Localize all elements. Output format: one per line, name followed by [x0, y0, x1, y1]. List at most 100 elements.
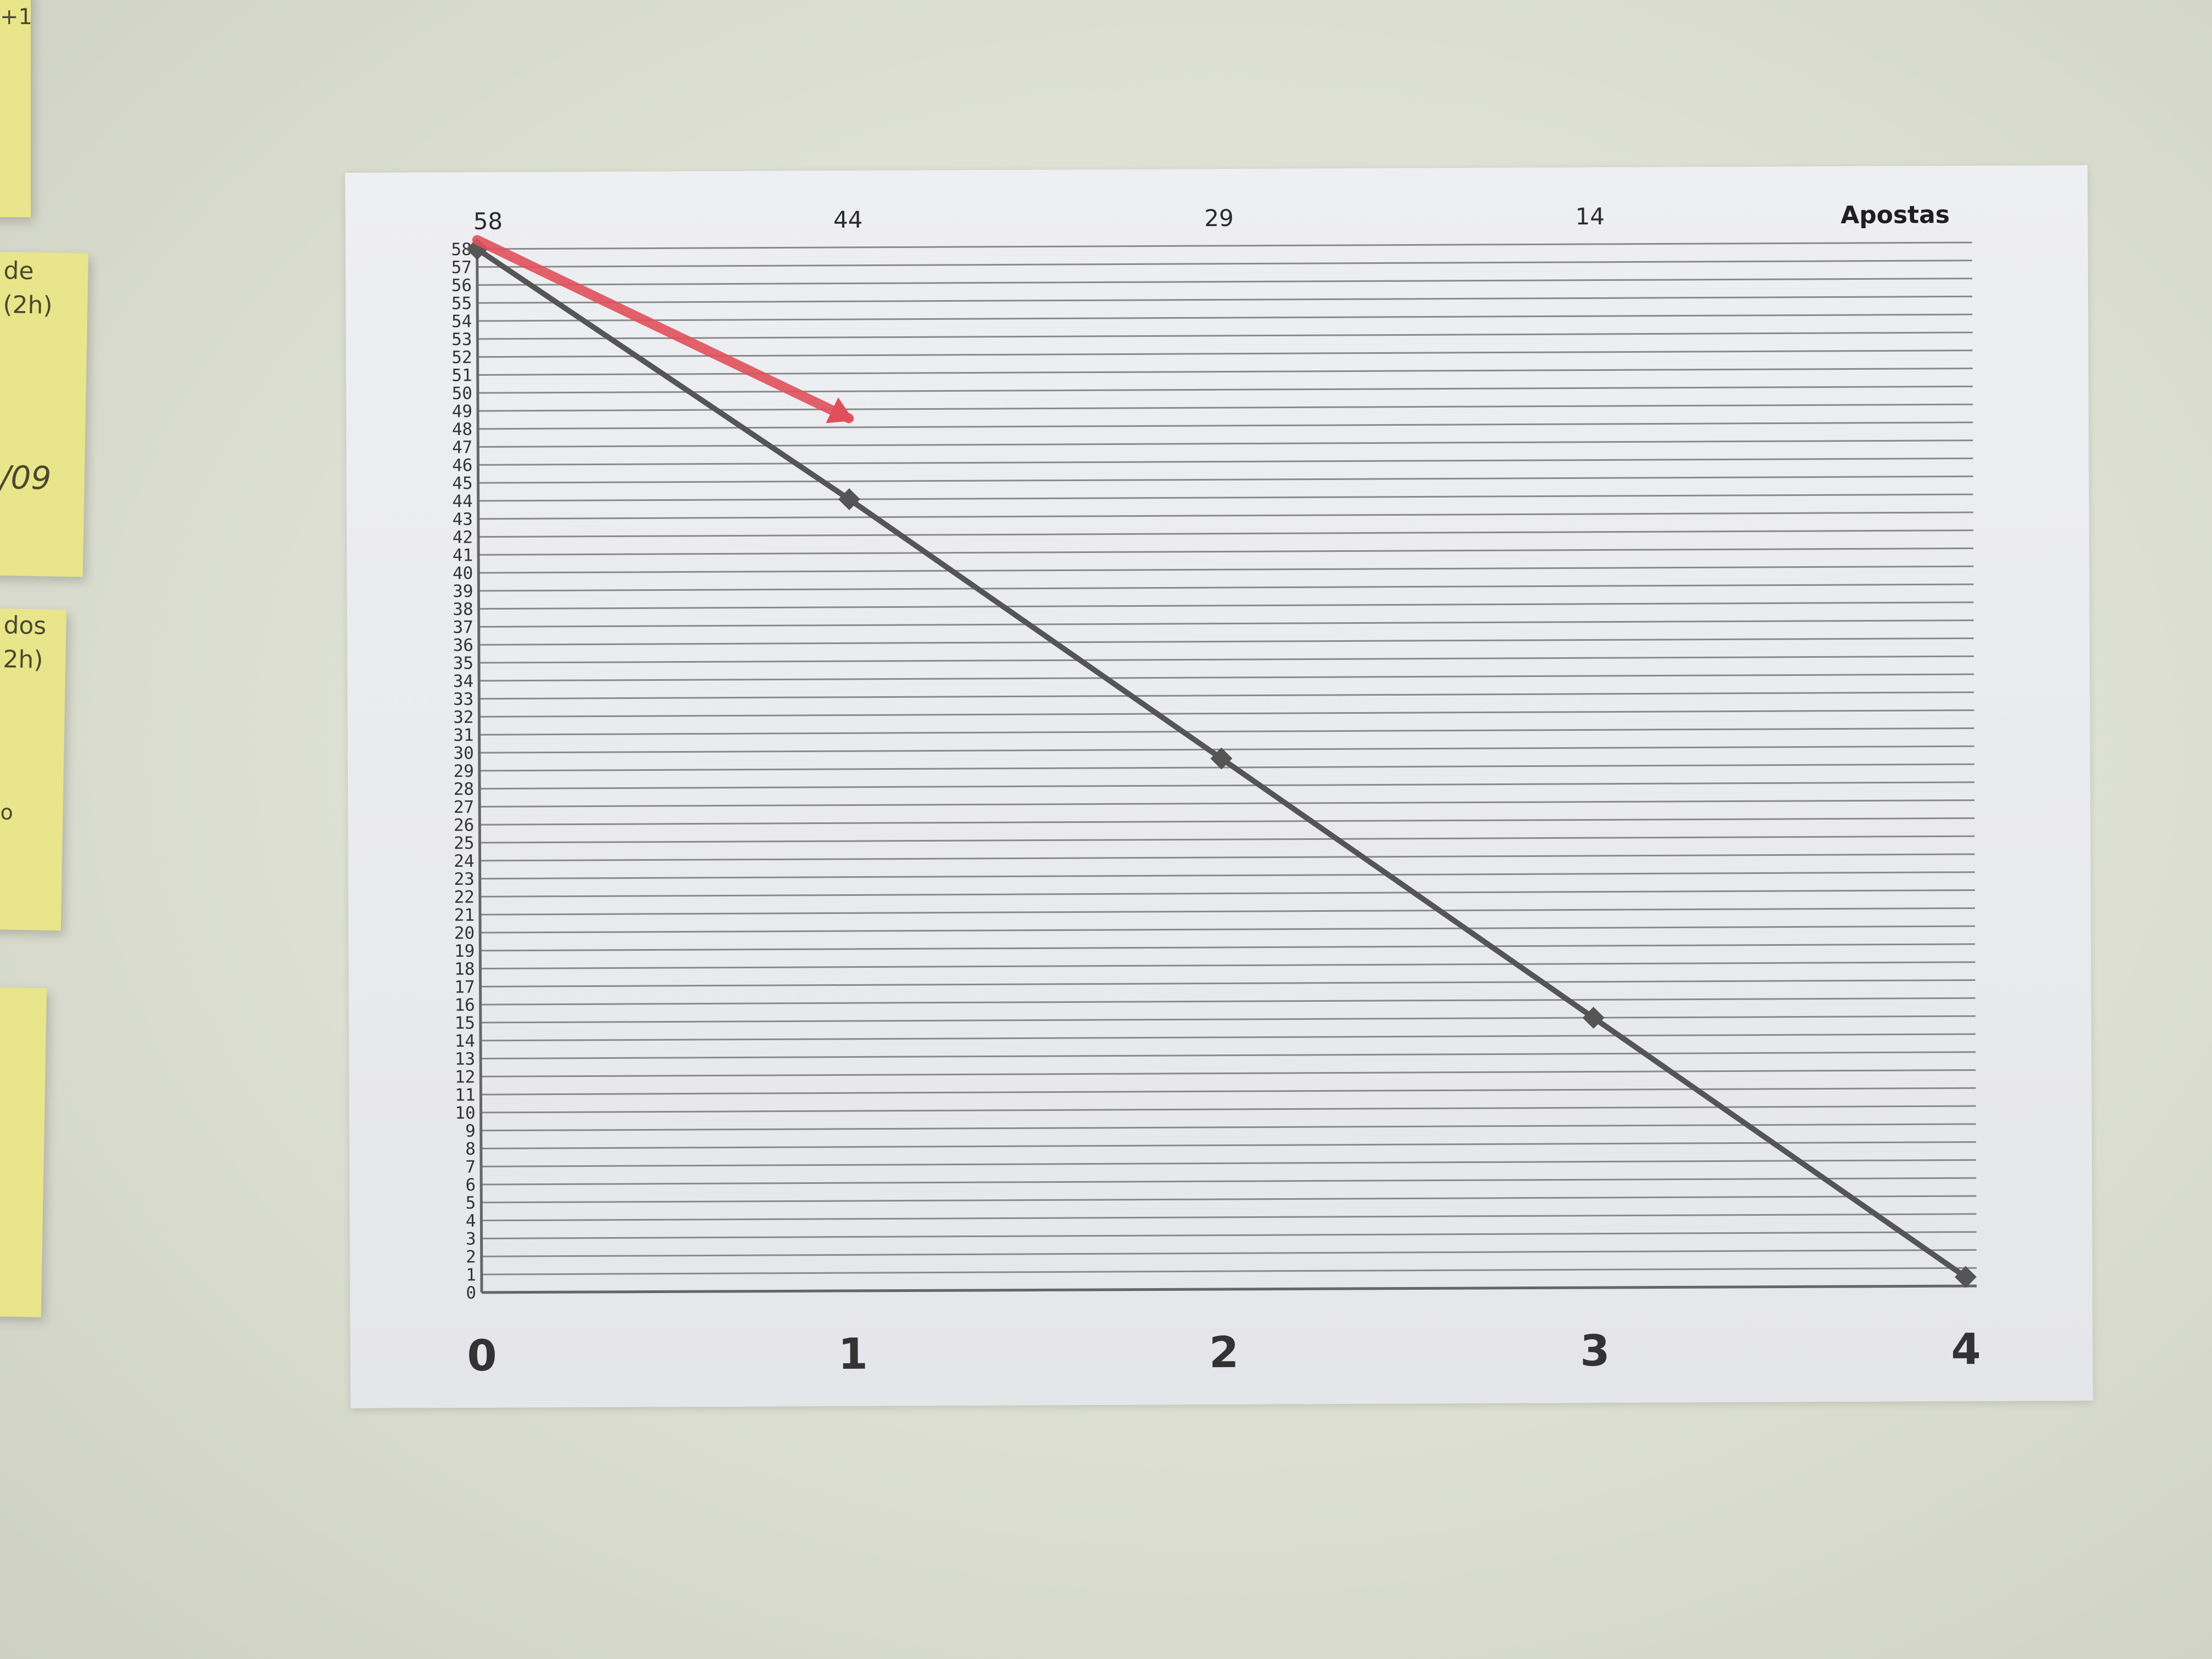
y-tick-label: 33 — [453, 690, 473, 709]
y-tick-label: 25 — [454, 833, 474, 853]
y-tick-label: 51 — [452, 365, 472, 385]
data-point-marker — [1954, 1266, 1977, 1288]
y-tick-label: 54 — [452, 312, 472, 331]
y-tick-label: 6 — [465, 1175, 476, 1195]
y-tick-label: 15 — [454, 1013, 475, 1033]
grid-line — [478, 619, 1974, 628]
grid-line — [478, 547, 1974, 556]
y-tick-label: 0 — [466, 1283, 476, 1303]
y-tick-label: 11 — [455, 1085, 475, 1105]
grid-line — [480, 961, 1976, 970]
sticky-note-text: +1 — [0, 4, 31, 30]
y-tick-label: 13 — [455, 1049, 475, 1069]
y-tick-label: 34 — [453, 672, 473, 691]
y-tick-label: 41 — [453, 545, 473, 565]
grid-line — [478, 458, 1973, 466]
grid-line — [477, 331, 1973, 340]
y-tick-label: 44 — [452, 492, 472, 511]
y-tick-label: 21 — [454, 905, 475, 925]
series-layer — [466, 235, 1977, 1288]
grid-line — [479, 691, 1974, 700]
grid-line — [477, 403, 1973, 412]
grid-line — [478, 529, 1973, 538]
sticky-note-text: /09 — [0, 459, 52, 497]
grid-line — [478, 601, 1974, 610]
y-tick-label: 9 — [465, 1121, 476, 1141]
grid-line — [479, 871, 1975, 880]
y-tick-label: 2 — [466, 1247, 476, 1267]
grid-line — [480, 1015, 1976, 1024]
y-tick-label: 24 — [454, 851, 474, 871]
grid-line — [481, 1087, 1976, 1096]
sticky-note-text: (2h) — [3, 291, 53, 320]
y-tick-label: 18 — [454, 960, 475, 979]
burndown-paper: 0 1 2 3 4 5 6 7 8 9 10 11 12 13 14 15 16 17 18 19 20 21 22 23 24… — [345, 165, 2093, 1408]
x-axis-line — [481, 1284, 1977, 1294]
y-tick-label: 30 — [453, 743, 473, 763]
y-tick-label: 29 — [453, 761, 473, 781]
series-line — [472, 235, 854, 424]
y-tick-label: 42 — [453, 528, 473, 548]
grid-line — [479, 889, 1975, 898]
y-tick-label: 4 — [466, 1211, 476, 1231]
axes — [476, 244, 1977, 1294]
grid-line — [481, 1195, 1977, 1204]
sticky-note-text: de — [3, 257, 34, 286]
grid-line — [481, 1159, 1976, 1167]
y-tick-labels: 0123456789101112131415161718192021222324… — [451, 240, 476, 1303]
grid-line — [478, 493, 1973, 502]
y-tick-label: 55 — [452, 294, 472, 313]
grid-line — [478, 637, 1974, 646]
y-tick-label: 22 — [454, 887, 474, 907]
data-point-marker — [838, 488, 860, 511]
y-tick-label: 39 — [453, 582, 473, 601]
y-tick-label: 20 — [454, 923, 475, 943]
y-tick-label: 35 — [453, 653, 473, 673]
y-tick-label: 28 — [454, 780, 474, 799]
point-value-label: 14 — [1575, 203, 1605, 230]
grid-line — [481, 1267, 1977, 1276]
y-tick-label: 52 — [452, 348, 472, 368]
grid-line — [480, 925, 1976, 934]
y-axis-line — [476, 244, 483, 1293]
grid-line — [479, 835, 1975, 844]
grid-line — [477, 385, 1973, 394]
grid-line — [480, 997, 1976, 1006]
x-tick-label: 2 — [1209, 1328, 1239, 1378]
x-tick-label: 4 — [1951, 1325, 1981, 1374]
y-tick-label: 53 — [452, 330, 472, 349]
y-tick-label: 36 — [453, 635, 473, 655]
grid-line — [480, 1033, 1976, 1042]
grid-line — [478, 439, 1973, 448]
data-point-marker — [1582, 1007, 1605, 1029]
grid-line — [479, 799, 1975, 808]
grid-line — [478, 421, 1973, 430]
y-tick-label: 14 — [455, 1031, 475, 1051]
y-tick-label: 49 — [452, 402, 472, 421]
grid-line — [477, 295, 1973, 304]
y-tick-label: 10 — [455, 1103, 475, 1123]
grid-line — [479, 763, 1974, 772]
y-tick-label: 37 — [453, 618, 473, 637]
grid-line — [480, 979, 1976, 988]
y-tick-label: 23 — [454, 870, 474, 889]
y-tick-label: 32 — [453, 708, 473, 727]
grid-line — [479, 673, 1974, 682]
grid-line — [478, 511, 1973, 520]
grid-line — [477, 313, 1973, 322]
grid-line — [477, 368, 1973, 376]
y-tick-label: 8 — [465, 1139, 476, 1159]
x-tick-label: 3 — [1580, 1327, 1610, 1376]
grid-line — [477, 278, 1972, 286]
grid-line — [479, 817, 1975, 826]
sticky-note-d — [0, 986, 47, 1318]
grid-line — [477, 259, 1972, 268]
grid-line — [478, 475, 1973, 484]
y-tick-label: 50 — [452, 383, 472, 403]
grid-line — [481, 1123, 1976, 1132]
y-tick-label: 40 — [453, 563, 473, 583]
y-tick-label: 7 — [465, 1157, 476, 1177]
y-tick-label: 45 — [452, 473, 472, 493]
sticky-note-text: 2h) — [3, 645, 43, 674]
point-labels: 58 44 29 14 — [473, 203, 1605, 235]
